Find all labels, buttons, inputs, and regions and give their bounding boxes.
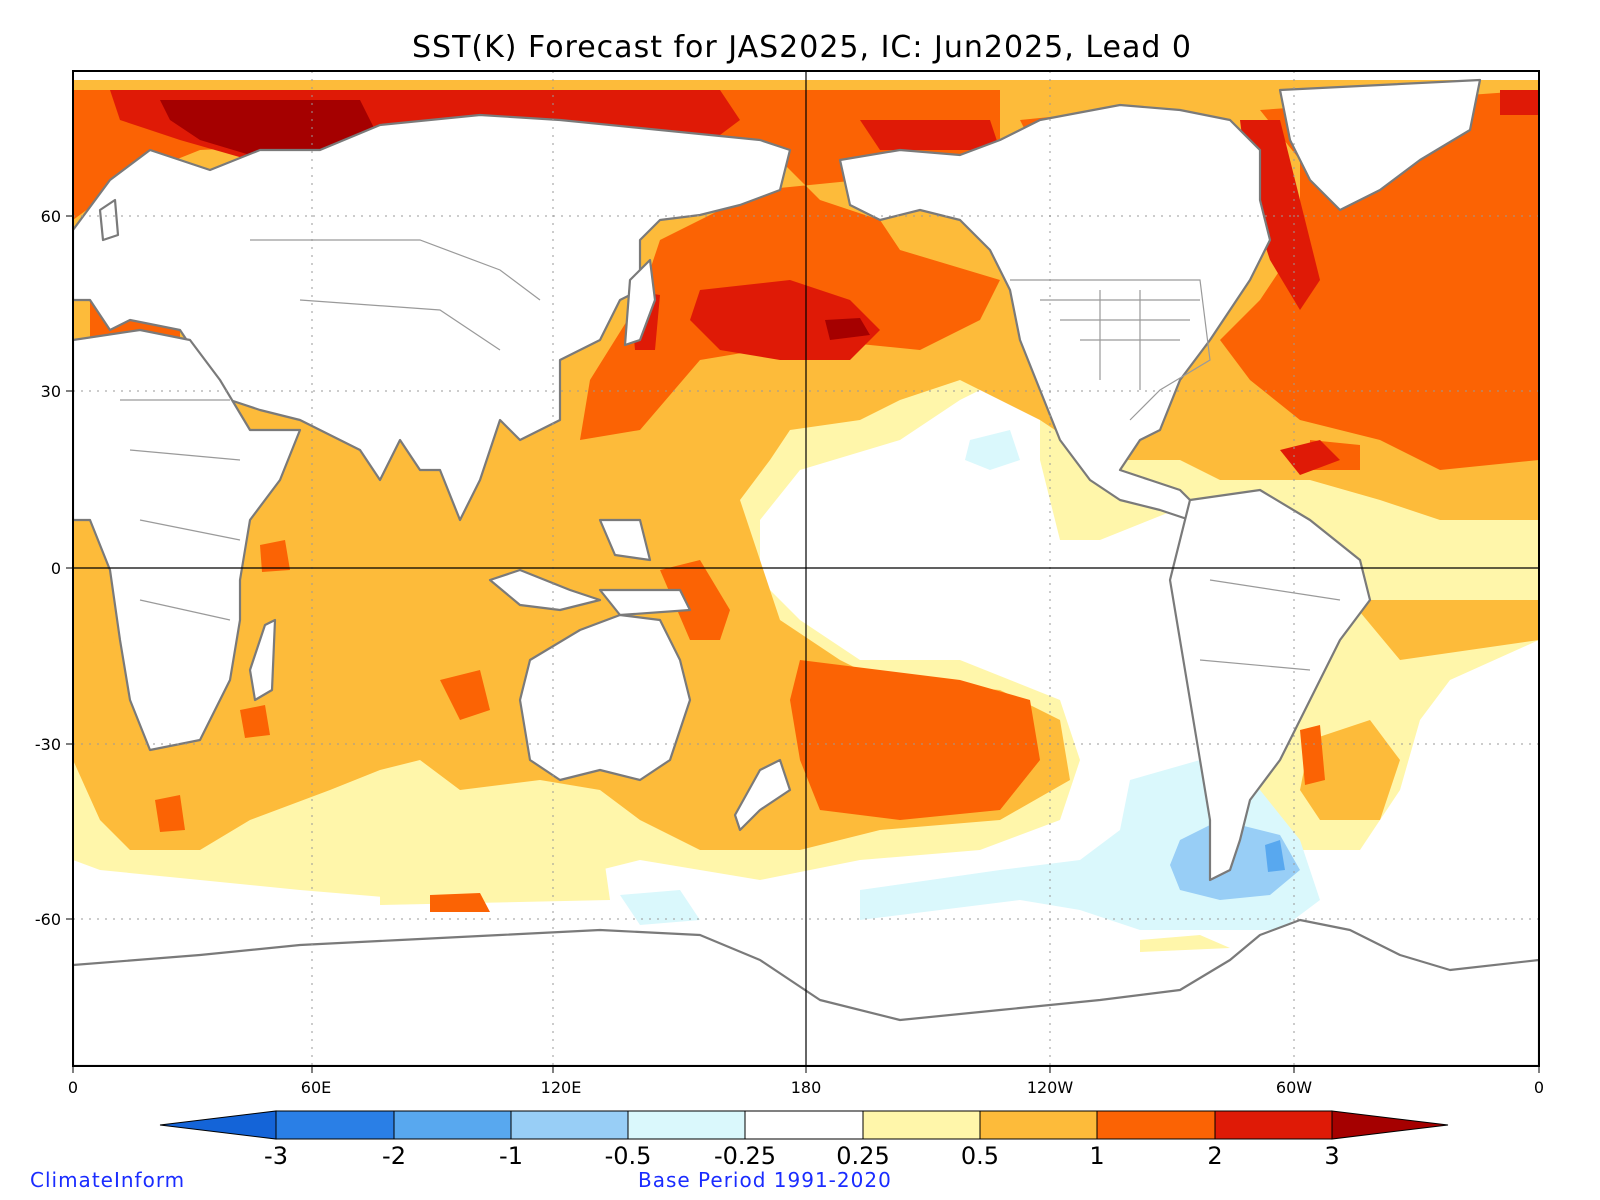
- lon-tick-label: 0: [1534, 1078, 1544, 1097]
- source-credit: ClimateInform: [30, 1168, 185, 1192]
- lon-tick-label: 60W: [1276, 1078, 1312, 1097]
- colorbar-label: -3: [264, 1142, 288, 1170]
- lon-tick-label: 120W: [1027, 1078, 1074, 1097]
- colorbar-label: -2: [382, 1142, 406, 1170]
- colorbar-labels: -3 -2 -1 -0.5 -0.25 0.25 0.5 1 2 3: [264, 1142, 1340, 1170]
- colorbar-box: [627, 1110, 746, 1140]
- map-title: SST(K) Forecast for JAS2025, IC: Jun2025…: [412, 30, 1192, 65]
- colorbar-label: 2: [1207, 1142, 1222, 1170]
- colorbar-box: [393, 1110, 512, 1140]
- anomaly-contours-gt3: [160, 100, 870, 340]
- colorbar-box: [510, 1110, 629, 1140]
- lat-tick-label: -60: [35, 910, 61, 929]
- colorbar-box: [862, 1110, 981, 1140]
- colorbar-arrow-low: [159, 1110, 277, 1140]
- colorbar-label: 0.5: [961, 1142, 999, 1170]
- colorbar-box: [275, 1110, 395, 1140]
- lon-axis: 0 60E 120E 180 120W 60W 0: [68, 1066, 1544, 1097]
- anomaly-contours-m1-m05: [1170, 820, 1300, 900]
- lat-tick-label: 30: [41, 382, 61, 401]
- political-borders: [120, 239, 1341, 671]
- lat-tick-label: 60: [41, 207, 61, 226]
- colorbar-box: [1214, 1110, 1333, 1140]
- anomaly-contours-m2-m1: [1265, 840, 1285, 872]
- sst-anomaly-map: [73, 71, 1539, 1066]
- colorbar-label: 0.25: [836, 1142, 889, 1170]
- colorbar-label: -0.5: [605, 1142, 652, 1170]
- lon-tick-label: 0: [68, 1078, 78, 1097]
- lat-axis: 60 30 0 -30 -60: [35, 207, 73, 929]
- colorbar-label: -1: [499, 1142, 523, 1170]
- lat-tick-label: -30: [35, 735, 61, 754]
- colorbar-label: -0.25: [714, 1142, 776, 1170]
- lat-tick-label: 0: [51, 559, 61, 578]
- colorbar-label: 1: [1089, 1142, 1104, 1170]
- colorbar-box: [1096, 1110, 1216, 1140]
- colorbar-box: [979, 1110, 1098, 1140]
- lon-tick-label: 180: [791, 1078, 822, 1097]
- colorbar-arrow-high: [1331, 1110, 1449, 1140]
- colorbar-label: 3: [1324, 1142, 1339, 1170]
- colorbar: [159, 1110, 1449, 1140]
- lon-tick-label: 120E: [541, 1078, 582, 1097]
- lon-tick-label: 60E: [301, 1078, 331, 1097]
- colorbar-box: [744, 1110, 864, 1140]
- base-period-note: Base Period 1991-2020: [638, 1168, 892, 1192]
